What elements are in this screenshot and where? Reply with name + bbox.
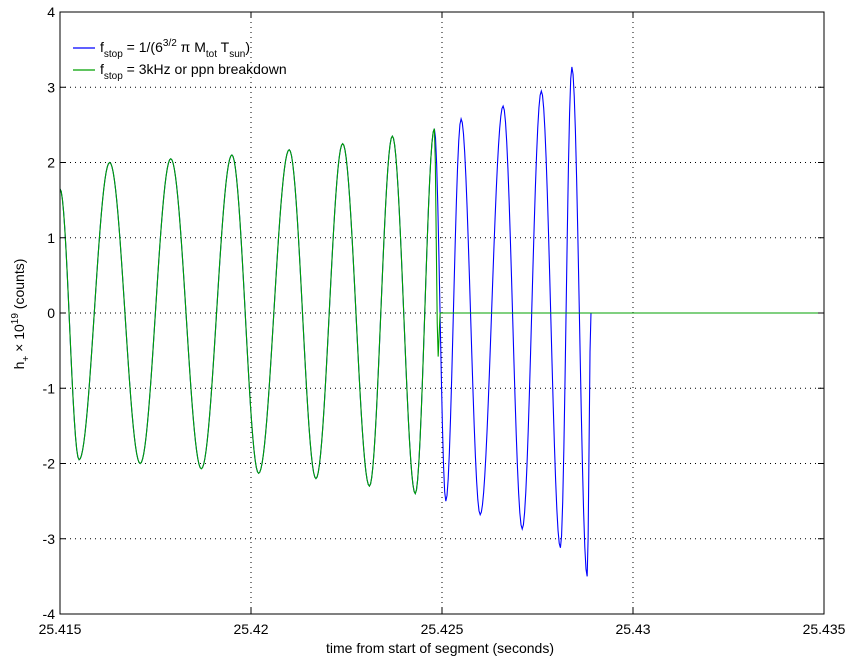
legend: fstop = 1/(63/2 π Mtot Tsun) fstop = 3kH… (73, 38, 287, 82)
y-tick-label: 4 (47, 4, 55, 20)
series-line-1 (59, 66, 824, 577)
y-tick-label: 3 (47, 79, 55, 95)
y-tick-label: -3 (43, 531, 56, 547)
y-tick-label: -2 (43, 456, 56, 472)
series-line-2 (59, 128, 824, 495)
y-axis-label: h+ × 1019 (counts) (10, 259, 32, 370)
x-tick-label: 25.42 (233, 621, 268, 637)
y-tick-label: 0 (47, 305, 55, 321)
legend-label-series-1: fstop = 1/(63/2 π Mtot Tsun) (100, 38, 250, 60)
ticks: 25.415 25.42 25.425 25.43 25.435 -4 -3 -2 -1 0 1 2 3… (39, 4, 846, 637)
x-tick-label: 25.415 (39, 621, 82, 637)
series-layer (59, 66, 824, 577)
y-tick-label: 1 (47, 230, 55, 246)
y-tick-label: -1 (43, 380, 56, 396)
x-axis-label: time from start of segment (seconds) (326, 640, 554, 656)
x-tick-label: 25.425 (421, 621, 464, 637)
x-tick-label: 25.43 (615, 621, 650, 637)
legend-label-series-2: fstop = 3kHz or ppn breakdown (100, 61, 287, 82)
y-tick-label: -4 (43, 606, 56, 622)
y-tick-label: 2 (47, 155, 55, 171)
x-tick-label: 25.435 (803, 621, 846, 637)
